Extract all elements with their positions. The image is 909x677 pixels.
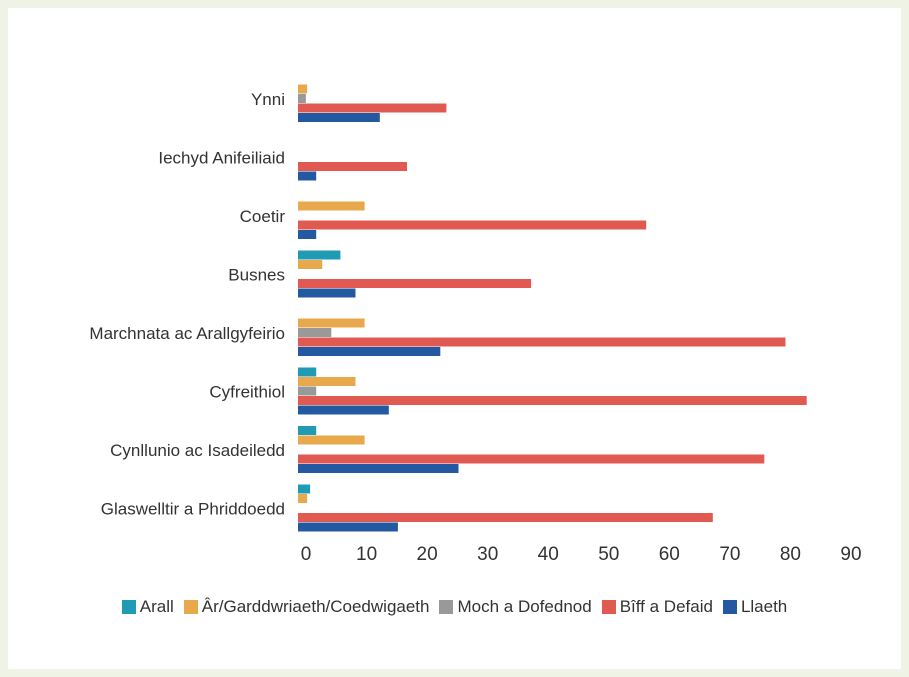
x-tick-label: 90 bbox=[840, 544, 861, 565]
bar-llaeth-4 bbox=[298, 347, 441, 356]
legend-label: Llaeth bbox=[740, 597, 788, 616]
legend-swatch bbox=[601, 600, 616, 614]
bar-b-ff-a-defaid-0 bbox=[298, 103, 447, 113]
bar-llaeth-1 bbox=[298, 171, 317, 181]
bar--r-garddwriaeth-coedwigaeth-3 bbox=[298, 260, 323, 269]
category-label: Glaswelltir a Phriddoedd bbox=[101, 499, 285, 518]
bar--r-garddwriaeth-coedwigaeth-0 bbox=[298, 84, 308, 94]
x-tick-label: 0 bbox=[301, 544, 312, 565]
legend-swatch bbox=[722, 600, 737, 614]
bar-arall-3 bbox=[298, 250, 341, 260]
bar-llaeth-7 bbox=[298, 522, 398, 532]
x-tick-label: 80 bbox=[780, 544, 801, 565]
legend-item: Moch a Dofednod bbox=[439, 597, 592, 617]
legend-item: Llaeth bbox=[722, 597, 788, 617]
bar-moch-a-dofednod-5 bbox=[298, 386, 317, 396]
bar--r-garddwriaeth-coedwigaeth-4 bbox=[298, 318, 365, 328]
legend-item: Arall bbox=[121, 597, 174, 617]
bar--r-garddwriaeth-coedwigaeth-7 bbox=[298, 494, 308, 503]
category-label: Ynni bbox=[251, 90, 285, 109]
bar-b-ff-a-defaid-6 bbox=[298, 454, 765, 464]
x-tick-label: 40 bbox=[538, 544, 559, 565]
category-label: Busnes bbox=[228, 265, 285, 284]
x-tick-label: 70 bbox=[719, 544, 740, 565]
category-label: Marchnata ac Arallgyfeirio bbox=[89, 324, 285, 343]
bar-llaeth-6 bbox=[298, 464, 459, 473]
bar--r-garddwriaeth-coedwigaeth-5 bbox=[298, 377, 356, 386]
bar-b-ff-a-defaid-5 bbox=[298, 396, 807, 405]
x-tick-label: 60 bbox=[659, 544, 680, 565]
chart-legend: Arall Âr/Garddwriaeth/Coedwigaeth Moch a D… bbox=[0, 597, 909, 617]
x-tick-label: 20 bbox=[417, 544, 438, 565]
bar-b-ff-a-defaid-3 bbox=[298, 279, 532, 288]
bar-llaeth-0 bbox=[298, 113, 380, 122]
category-label: Iechyd Anifeiliaid bbox=[158, 148, 285, 167]
bar-b-ff-a-defaid-4 bbox=[298, 337, 786, 347]
x-tick-label: 10 bbox=[356, 544, 377, 565]
legend-label: Bîff a Defaid bbox=[619, 597, 713, 616]
category-label: Cyfreithiol bbox=[209, 382, 285, 401]
bar-b-ff-a-defaid-1 bbox=[298, 162, 407, 171]
bar-arall-7 bbox=[298, 484, 311, 494]
legend-item: Âr/Garddwriaeth/Coedwigaeth bbox=[183, 597, 430, 617]
legend-label: Moch a Dofednod bbox=[457, 597, 592, 616]
bar--r-garddwriaeth-coedwigaeth-2 bbox=[298, 201, 365, 211]
bar-llaeth-3 bbox=[298, 288, 356, 298]
category-label: Coetir bbox=[240, 207, 286, 226]
bar-arall-6 bbox=[298, 426, 317, 435]
bar-b-ff-a-defaid-7 bbox=[298, 513, 713, 522]
legend-item: Bîff a Defaid bbox=[601, 597, 713, 617]
bar-moch-a-dofednod-4 bbox=[298, 328, 332, 337]
legend-swatch bbox=[183, 600, 198, 614]
x-tick-label: 30 bbox=[477, 544, 498, 565]
bar-llaeth-2 bbox=[298, 230, 317, 239]
legend-swatch bbox=[439, 600, 454, 614]
bar-b-ff-a-defaid-2 bbox=[298, 220, 647, 230]
bar-llaeth-5 bbox=[298, 405, 389, 415]
bar-arall-5 bbox=[298, 367, 317, 377]
legend-label: Arall bbox=[139, 597, 174, 616]
x-tick-label: 50 bbox=[598, 544, 619, 565]
legend-swatch bbox=[121, 600, 136, 614]
bar--r-garddwriaeth-coedwigaeth-6 bbox=[298, 435, 365, 445]
bar-moch-a-dofednod-0 bbox=[298, 94, 306, 103]
category-label: Cynllunio ac Isadeiledd bbox=[110, 441, 285, 460]
legend-label: Âr/Garddwriaeth/Coedwigaeth bbox=[201, 597, 430, 616]
